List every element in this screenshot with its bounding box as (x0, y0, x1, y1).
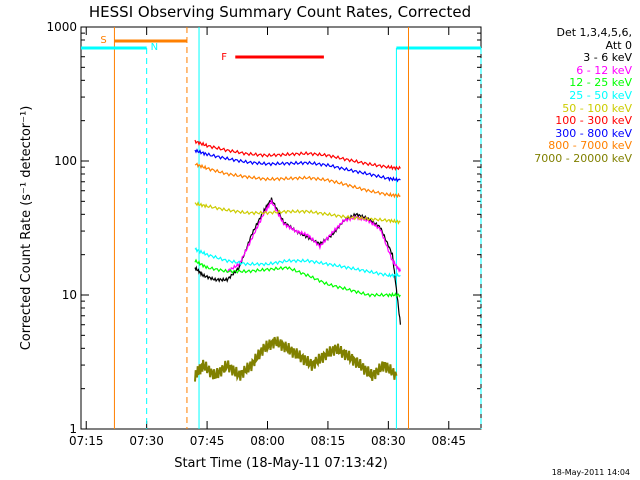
legend-entry: 6 - 12 keV (576, 63, 632, 77)
series-line (194, 148, 401, 183)
series-line (194, 336, 398, 382)
x-tick-label: 07:15 (69, 434, 104, 448)
series-line (194, 197, 401, 325)
series-line (226, 199, 401, 274)
plot-frame (80, 26, 482, 430)
x-tick-label: 08:30 (371, 434, 406, 448)
series-line (194, 162, 401, 199)
x-tick-label: 08:15 (311, 434, 346, 448)
legend-entry: 25 - 50 keV (569, 88, 632, 102)
y-tick-label: 1000 (46, 20, 77, 34)
series-line (194, 258, 401, 298)
legend-entry: 12 - 25 keV (569, 76, 632, 90)
annotation-N-label: N (151, 42, 158, 53)
series-line (194, 201, 401, 225)
y-tick-label: 10 (62, 288, 77, 302)
y-axis-label: Corrected Count Rate (s⁻¹ detector⁻¹) (19, 106, 34, 351)
chart-title: HESSI Observing Summary Count Rates, Cor… (89, 3, 471, 21)
annotation-F-label: F (221, 52, 227, 63)
annotation-S-label: S (100, 35, 106, 46)
legend-entry: 3 - 6 keV (583, 51, 632, 65)
y-tick-label: 100 (54, 154, 77, 168)
series-line (194, 139, 401, 171)
legend-header-line1: Det 1,3,4,5,6, (556, 26, 632, 39)
x-tick-label: 07:30 (129, 434, 164, 448)
series-line (194, 247, 401, 279)
generation-date: 18-May-2011 14:04 (551, 468, 630, 477)
chart-marks: 07:15 07:30 07:45 08:00 08:15 08:30 08:45 1 10 10… (46, 20, 482, 448)
x-tick-label: 08:45 (431, 434, 466, 448)
legend-entry: 300 - 800 keV (555, 126, 632, 140)
legend-entry: 50 - 100 keV (562, 101, 632, 115)
legend-header-line2: Att 0 (605, 38, 632, 52)
x-tick-label: 07:45 (190, 434, 225, 448)
legend-entry: 100 - 300 keV (555, 114, 632, 128)
legend-entry: 800 - 7000 keV (548, 139, 632, 153)
x-axis-label: Start Time (18-May-11 07:13:42) (174, 456, 388, 471)
legend: Det 1,3,4,5,6, Att 0 3 - 6 keV 6 - 12 keV… (486, 26, 632, 166)
y-tick-label: 1 (69, 422, 77, 436)
x-tick-label: 08:00 (250, 434, 285, 448)
legend-entry: 7000 - 20000 keV (534, 151, 632, 165)
